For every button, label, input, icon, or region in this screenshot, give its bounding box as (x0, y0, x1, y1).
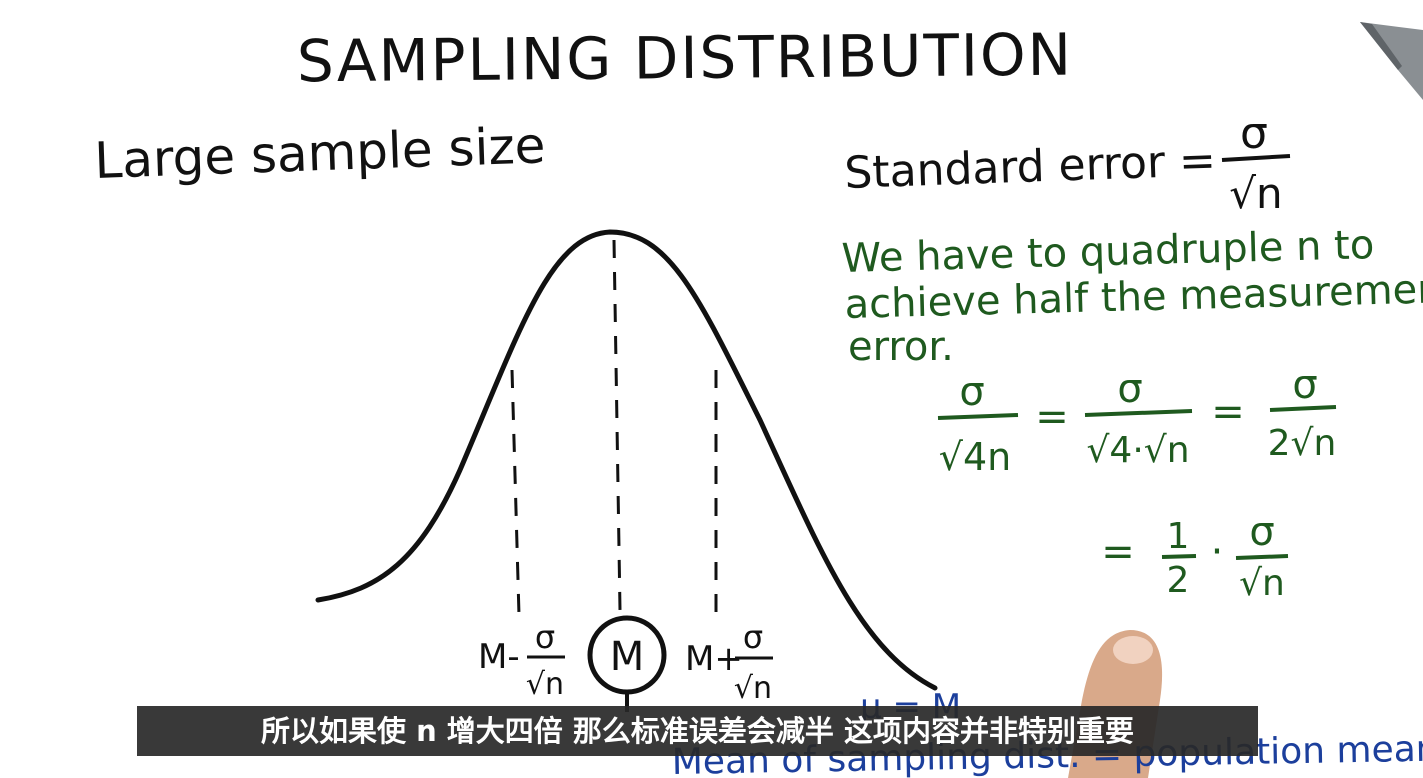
equals-1: = (1035, 394, 1069, 440)
quadruple-note: We have to quadruple n to achieve half t… (841, 222, 1423, 370)
upper-se-prefix: M+ (685, 639, 743, 679)
fraction-2-numerator: σ (1117, 366, 1142, 412)
standard-error-label: Standard error = (844, 135, 1217, 199)
half-numerator: 1 (1167, 516, 1190, 557)
half-denominator: 2 (1167, 560, 1190, 601)
normal-curve (315, 229, 938, 691)
standard-error-formula: Standard error = σ √n (844, 108, 1291, 218)
se-numerator: σ (1240, 108, 1268, 159)
se-denominator: √n (1229, 169, 1282, 218)
equals-2: = (1211, 389, 1245, 435)
fraction-4-denominator: √n (1239, 563, 1285, 604)
sample-size-heading: Large sample size (93, 116, 546, 190)
lower-se-prefix: M- (478, 637, 520, 677)
mean-dashed-line (612, 239, 622, 611)
fraction-3-denominator: 2√n (1268, 423, 1337, 464)
mean-label: M (587, 615, 667, 712)
upper-se-numerator: σ (743, 618, 763, 656)
fraction-4-numerator: σ (1249, 509, 1274, 555)
lower-se-dashed-line (510, 369, 521, 616)
diagram-title: SAMPLING DISTRIBUTION (297, 21, 1074, 96)
fraction-1-denominator: √4n (939, 435, 1011, 479)
multiply-dot: · (1211, 529, 1224, 575)
equals-3: = (1101, 529, 1135, 575)
fraction-3-numerator: σ (1292, 362, 1317, 408)
lower-se-denominator: √n (526, 667, 564, 702)
upper-se-label: M+ σ √n (685, 618, 773, 706)
fraction-1-numerator: σ (959, 369, 984, 415)
note-line-3: error. (848, 324, 954, 370)
mean-letter: M (610, 634, 645, 680)
derivation-equation: σ √4n = σ √4·√n = σ 2√n = 1 2 · σ √n (937, 362, 1337, 604)
fraction-2-denominator: √4·√n (1086, 430, 1189, 471)
upper-se-denominator: √n (734, 671, 772, 706)
lower-se-label: M- σ √n (478, 618, 565, 702)
video-subtitle: 所以如果使 n 增大四倍 那么标准误差会减半 这项内容并非特别重要 (137, 706, 1258, 756)
pen-tip-icon (1360, 22, 1423, 100)
lower-se-numerator: σ (535, 618, 555, 656)
